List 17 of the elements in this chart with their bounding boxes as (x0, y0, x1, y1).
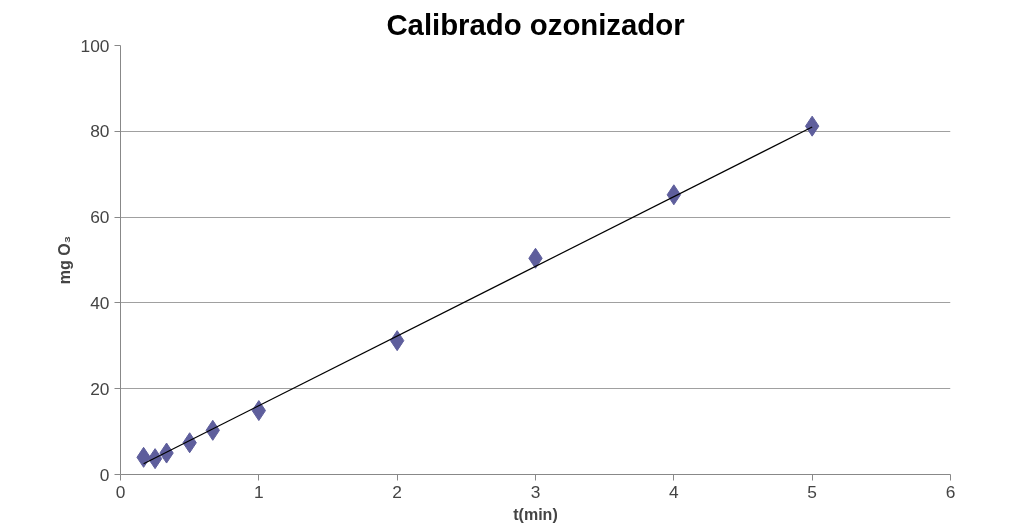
x-tick-label: 1 (254, 481, 264, 502)
y-axis-title: mg O₃ (55, 235, 73, 285)
x-tick-label: 3 (530, 481, 541, 502)
y-tick-label: 100 (80, 35, 110, 56)
x-axis-title: t(min) (513, 505, 558, 523)
x-tick-label: 6 (945, 481, 956, 502)
y-tick-label: 40 (90, 292, 110, 313)
x-tick-label: 5 (807, 481, 817, 502)
chart-title: Calibrado ozonizador (386, 7, 685, 41)
x-tick-label: 0 (115, 481, 126, 502)
y-tick-label: 80 (90, 121, 110, 142)
y-tick-label: 0 (99, 464, 110, 485)
x-tick-label: 2 (392, 481, 402, 502)
y-tick-label: 60 (90, 207, 110, 228)
y-tick-label: 20 (90, 378, 110, 399)
x-tick-label: 4 (669, 481, 680, 502)
point (147, 448, 163, 470)
